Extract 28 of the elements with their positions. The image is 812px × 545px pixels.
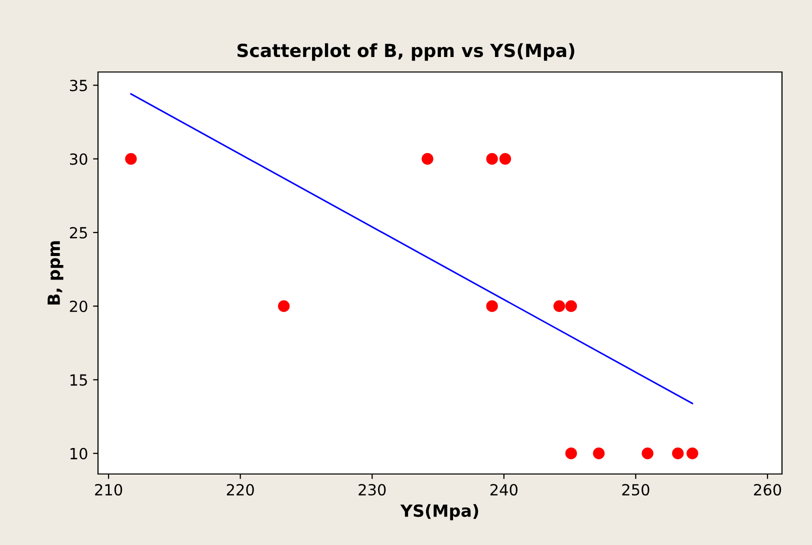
y-tick-label: 10 — [70, 448, 88, 460]
x-tick-label: 250 — [622, 484, 650, 496]
point — [565, 300, 577, 312]
y-tick-label: 25 — [70, 226, 87, 239]
point — [125, 153, 137, 165]
point — [686, 448, 698, 460]
y-tick-label: 30 — [70, 153, 88, 165]
point — [672, 448, 684, 460]
x-tick-label: 230 — [358, 484, 386, 496]
point — [553, 300, 566, 312]
x-tick-label: 220 — [226, 484, 254, 496]
point — [499, 153, 512, 165]
y-tick-label: 20 — [70, 300, 88, 312]
y-tick-label: 15 — [70, 374, 87, 386]
x-tick-label: 240 — [490, 484, 518, 496]
x-axis-title: YS(Mpa) — [400, 504, 478, 520]
y-axis-title: B, ppm — [48, 241, 64, 304]
point — [565, 448, 577, 460]
point — [592, 448, 605, 460]
point — [486, 153, 498, 165]
y-tick-label: 35 — [70, 80, 87, 92]
x-tick-label: 210 — [95, 484, 122, 496]
chart-title: Scatterplot of B, ppm vs YS(Mpa) — [238, 43, 574, 61]
point — [422, 153, 434, 165]
x-tick-label: 260 — [754, 484, 782, 496]
point — [642, 448, 654, 460]
point — [486, 300, 498, 312]
point — [278, 300, 290, 312]
